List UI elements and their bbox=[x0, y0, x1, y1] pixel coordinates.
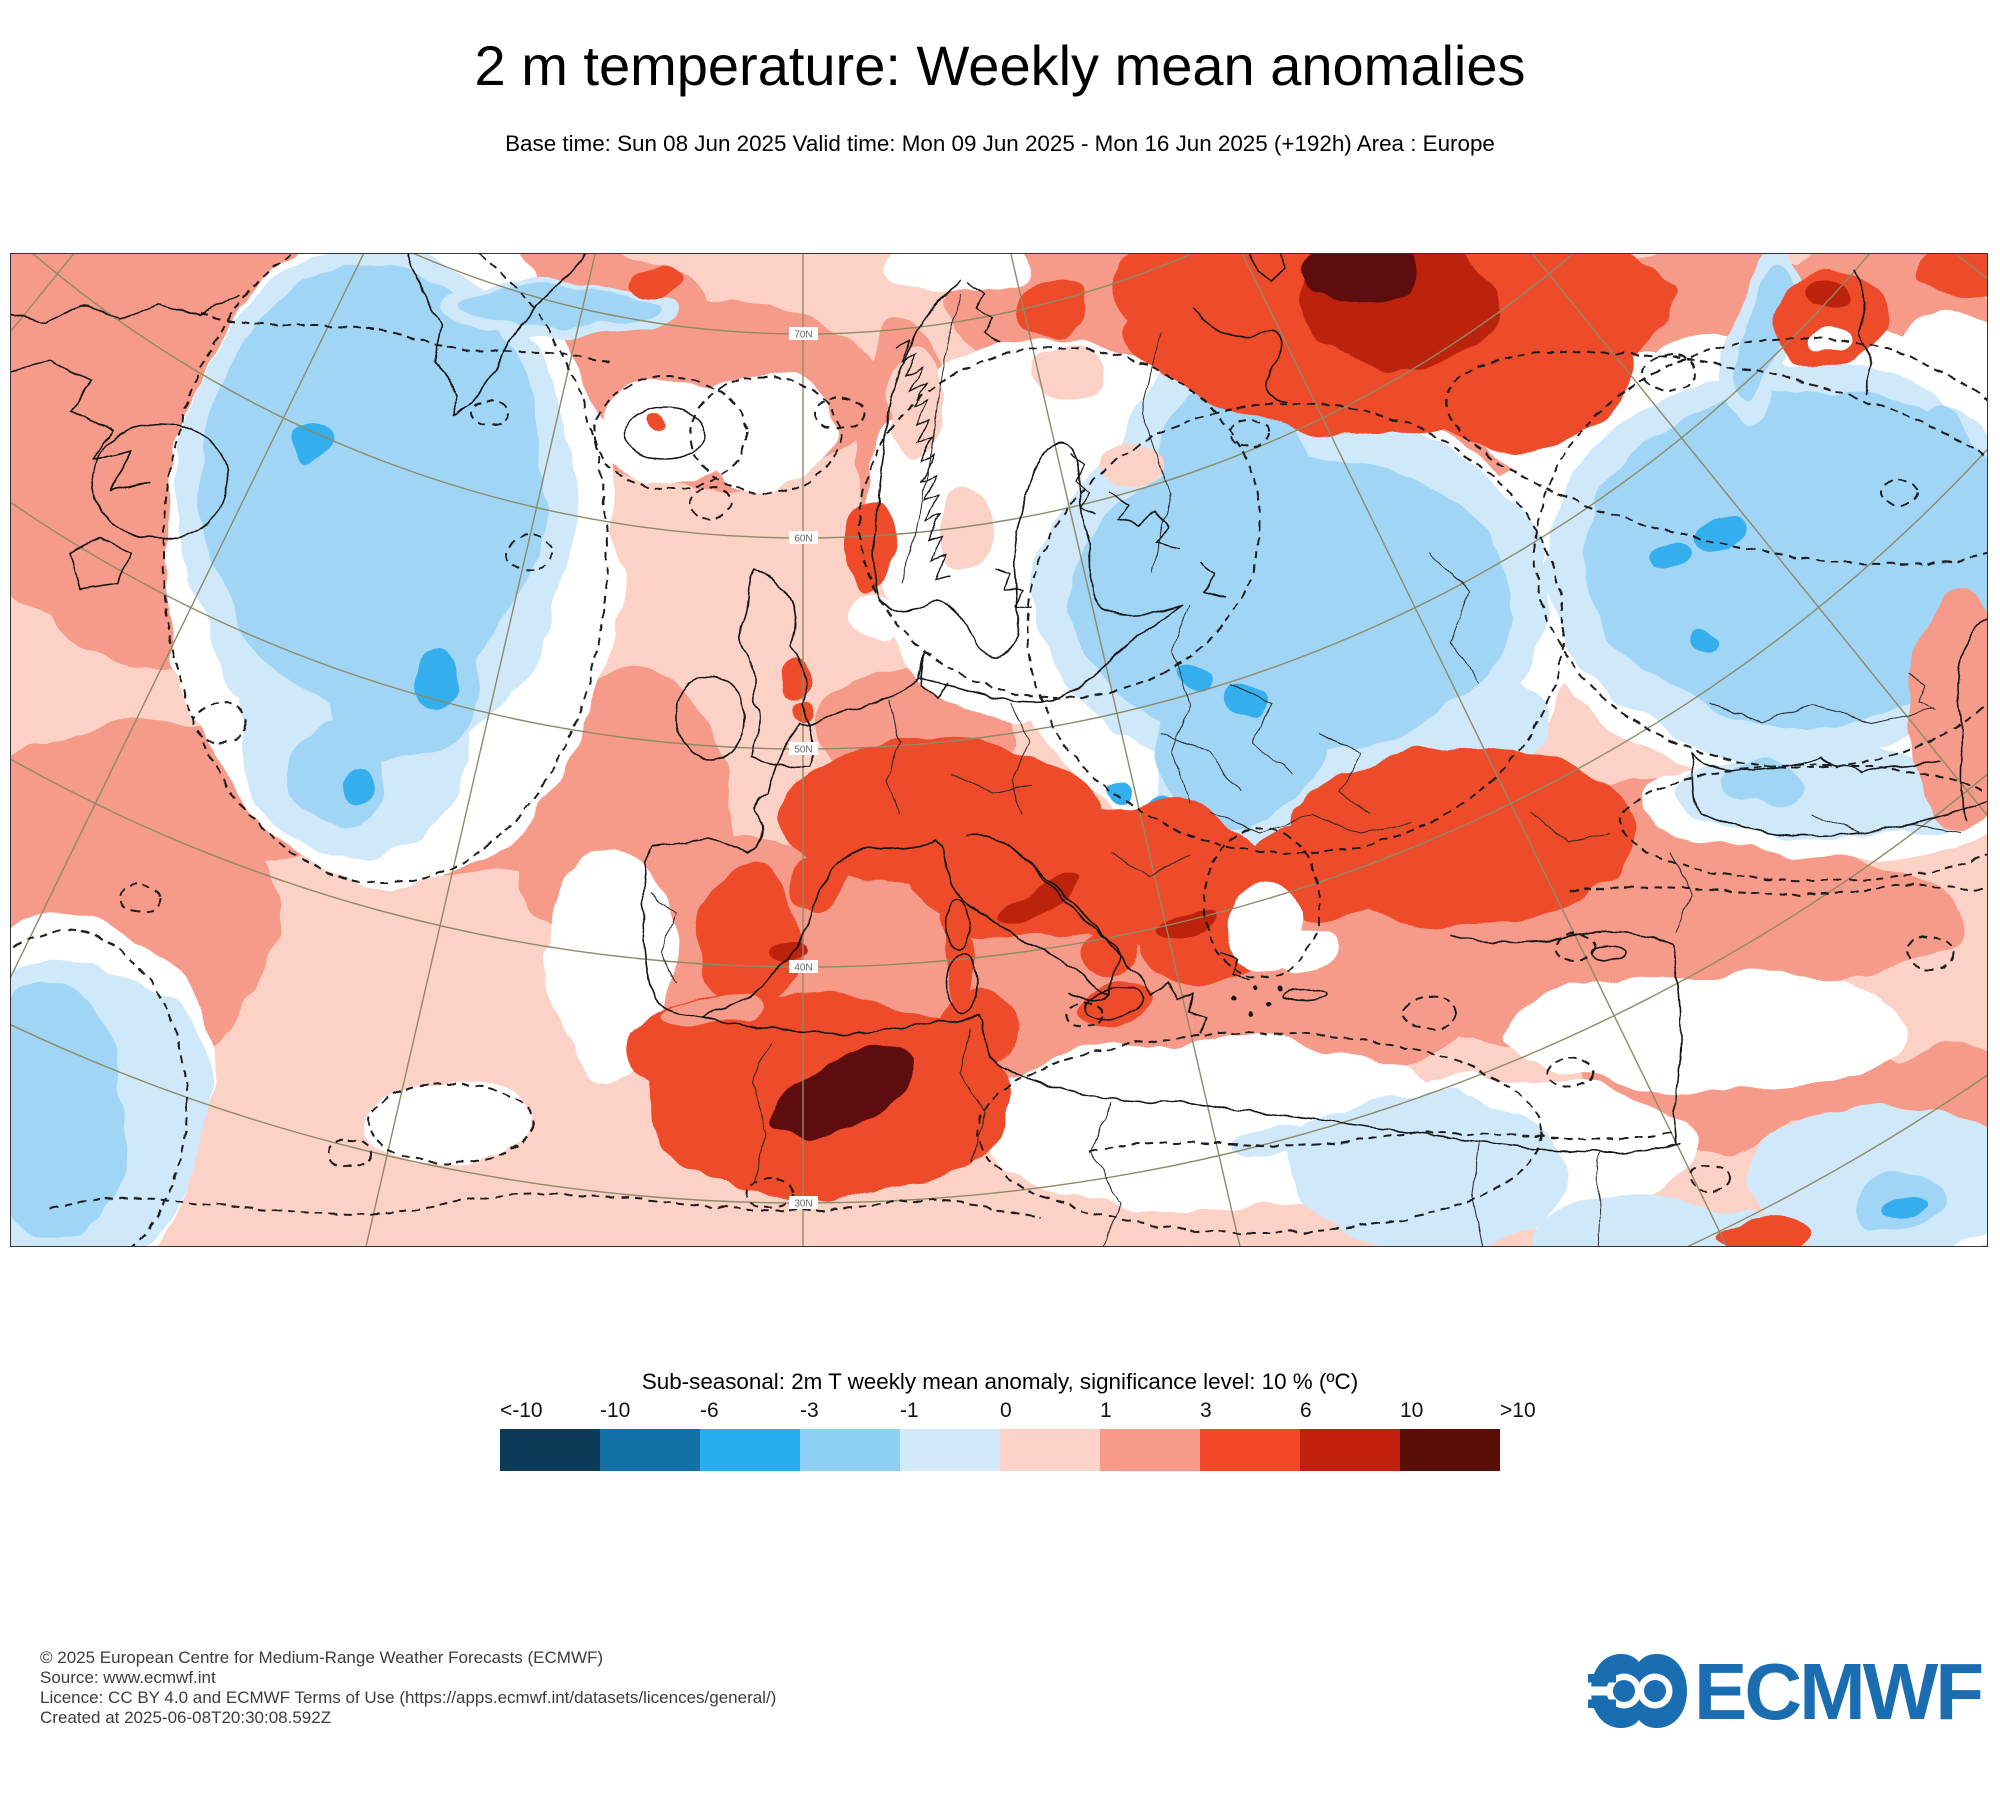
svg-text:ECMWF: ECMWF bbox=[1694, 1650, 1981, 1734]
svg-text:30N: 30N bbox=[794, 1199, 812, 1210]
svg-text:60N: 60N bbox=[794, 534, 812, 545]
svg-text:70N: 70N bbox=[794, 330, 812, 341]
svg-text:40N: 40N bbox=[794, 963, 812, 974]
svg-text:50N: 50N bbox=[794, 745, 812, 756]
